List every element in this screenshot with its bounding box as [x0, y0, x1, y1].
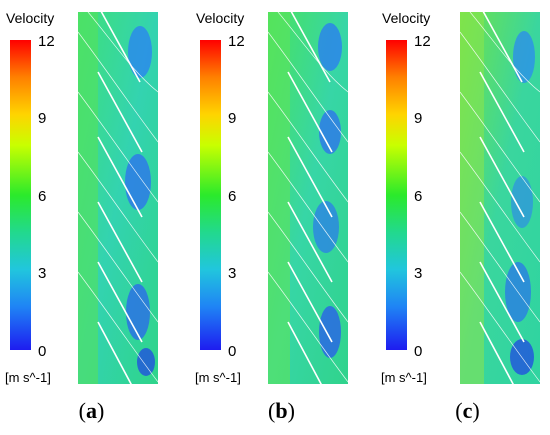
tick-0: 0 — [414, 343, 423, 360]
tick-12: 12 — [38, 33, 55, 50]
tick-3: 3 — [414, 265, 423, 282]
tick-12: 12 — [228, 33, 245, 50]
panel-a: Velocity 12 9 6 3 0 [m s^-1] (a) — [0, 0, 183, 435]
velocity-colorbar — [10, 40, 31, 350]
legend-title: Velocity — [6, 10, 55, 26]
tick-6: 6 — [38, 188, 47, 205]
panel-c: Velocity 12 9 6 3 0 [m s^-1] (c) — [376, 0, 550, 435]
streamline-plot-a — [78, 12, 158, 384]
streamline-plot-c — [460, 12, 540, 384]
caption-a: (a) — [78, 398, 105, 423]
panel-b: Velocity 12 9 6 3 0 [m s^-1] (b) — [190, 0, 373, 435]
velocity-colorbar — [200, 40, 221, 350]
velocity-colorbar — [386, 40, 407, 350]
streamline-plot-b — [268, 12, 348, 384]
tick-9: 9 — [414, 110, 423, 127]
tick-0: 0 — [38, 343, 47, 360]
tick-3: 3 — [38, 265, 47, 282]
tick-9: 9 — [228, 110, 237, 127]
legend-unit: [m s^-1] — [5, 370, 51, 385]
tick-3: 3 — [228, 265, 237, 282]
tick-6: 6 — [228, 188, 237, 205]
tick-0: 0 — [228, 343, 237, 360]
tick-12: 12 — [414, 33, 431, 50]
tick-6: 6 — [414, 188, 423, 205]
caption-b: (b) — [268, 398, 295, 423]
caption-c: (c) — [455, 398, 480, 423]
legend-title: Velocity — [382, 10, 431, 26]
tick-9: 9 — [38, 110, 47, 127]
legend-unit: [m s^-1] — [195, 370, 241, 385]
legend-unit: [m s^-1] — [381, 370, 427, 385]
legend-title: Velocity — [196, 10, 245, 26]
